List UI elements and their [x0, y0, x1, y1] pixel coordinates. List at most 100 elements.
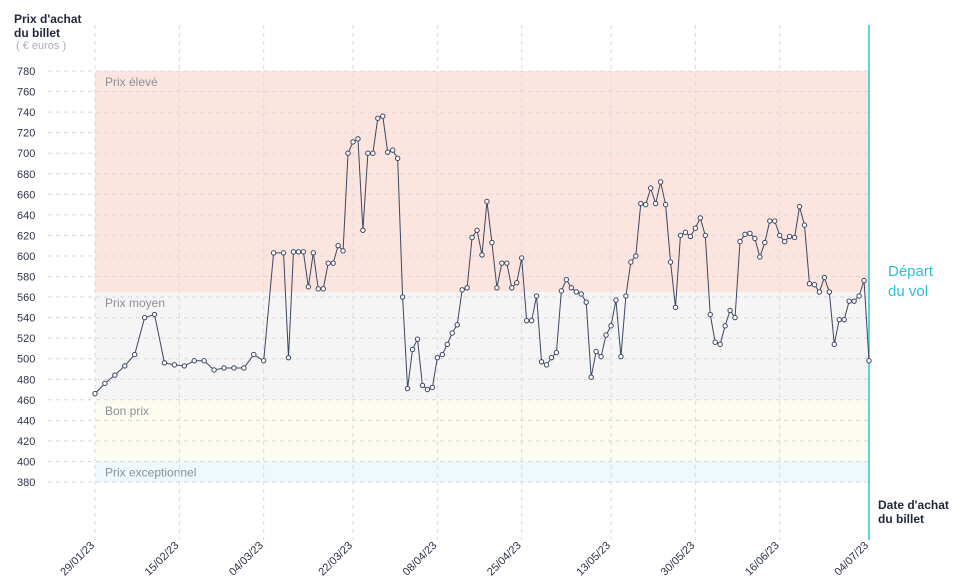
- y-tick-label: 520: [17, 333, 35, 345]
- y-tick-label: 760: [17, 87, 35, 99]
- price-point: [499, 260, 505, 266]
- price-point: [861, 277, 867, 284]
- price-point: [241, 365, 247, 371]
- price-point: [300, 249, 307, 255]
- price-point: [781, 238, 788, 245]
- y-tick-label: 460: [17, 395, 35, 407]
- price-point: [479, 252, 485, 258]
- price-point: [757, 254, 763, 260]
- price-point: [573, 289, 579, 295]
- y-tick-label: 720: [17, 128, 35, 140]
- price-point: [335, 242, 341, 249]
- price-point: [151, 311, 158, 318]
- price-point: [667, 259, 674, 265]
- price-zone: [95, 399, 869, 462]
- zone-label: Prix élevé: [105, 75, 158, 89]
- price-point: [762, 239, 768, 246]
- price-point: [826, 289, 833, 295]
- price-point: [419, 382, 426, 389]
- price-point: [647, 185, 654, 191]
- price-point: [389, 147, 396, 153]
- y-tick-label: 780: [17, 66, 35, 78]
- price-point: [340, 248, 346, 254]
- y-tick-label: 440: [17, 415, 35, 427]
- price-point: [211, 367, 217, 373]
- y-tick-label: 640: [17, 210, 35, 222]
- price-point: [414, 336, 421, 342]
- x-axis-title: Date d'achat du billet: [878, 498, 949, 526]
- price-point: [841, 316, 847, 323]
- price-point: [633, 253, 639, 259]
- price-point: [454, 322, 460, 328]
- y-axis-title: Prix d'achat du billet: [14, 12, 82, 40]
- price-point: [568, 285, 575, 291]
- price-point: [270, 250, 277, 256]
- price-point: [509, 285, 515, 291]
- y-tick-label: 600: [17, 251, 35, 263]
- price-point: [380, 113, 386, 119]
- price-point: [618, 353, 624, 360]
- y-axis-unit: ( € euros ): [16, 40, 67, 52]
- y-tick-label: 620: [17, 230, 35, 242]
- price-point: [449, 330, 455, 336]
- price-point: [251, 351, 257, 358]
- x-tick-label: 22/03/23: [316, 540, 355, 579]
- price-point: [687, 233, 694, 240]
- price-point: [707, 311, 713, 318]
- price-point: [613, 297, 619, 303]
- price-point: [677, 232, 684, 239]
- x-tick-label: 30/05/23: [659, 540, 698, 579]
- price-point: [295, 249, 302, 255]
- price-point: [350, 139, 356, 145]
- x-tick-label: 04/07/23: [832, 540, 871, 579]
- price-point: [489, 239, 495, 246]
- price-point: [112, 372, 118, 378]
- price-point: [429, 384, 436, 391]
- price-point: [816, 289, 823, 295]
- price-point: [469, 234, 475, 241]
- price-point: [672, 304, 679, 311]
- price-point: [732, 314, 738, 321]
- price-point: [776, 232, 783, 239]
- price-point: [191, 358, 197, 364]
- price-point: [598, 353, 604, 360]
- price-point: [409, 346, 416, 353]
- price-point: [514, 279, 520, 286]
- price-zone: [95, 291, 869, 400]
- price-point: [856, 293, 862, 299]
- price-point: [355, 136, 361, 142]
- price-point: [161, 360, 168, 366]
- price-point: [866, 358, 872, 364]
- price-point: [697, 215, 704, 221]
- x-tick-label: 16/06/23: [743, 540, 782, 579]
- price-point: [682, 229, 689, 236]
- price-point: [523, 317, 530, 324]
- price-point: [141, 314, 148, 321]
- price-point: [796, 203, 803, 210]
- price-point: [365, 150, 371, 156]
- price-zone: [95, 71, 869, 292]
- price-point: [593, 348, 599, 355]
- price-point: [543, 362, 550, 368]
- price-point: [320, 286, 326, 292]
- price-point: [399, 294, 406, 300]
- price-point: [538, 359, 545, 365]
- price-point: [181, 363, 188, 369]
- price-point: [394, 155, 401, 162]
- price-point: [786, 233, 793, 240]
- price-zone: [95, 461, 869, 482]
- price-point: [305, 284, 312, 290]
- price-point: [628, 259, 634, 265]
- zone-label: Prix moyen: [105, 296, 165, 310]
- price-point: [767, 218, 773, 224]
- price-point: [846, 298, 852, 304]
- price-point: [806, 280, 813, 287]
- price-point: [404, 385, 411, 392]
- price-point: [742, 231, 748, 238]
- y-tick-label: 500: [17, 354, 35, 366]
- price-point: [280, 250, 287, 256]
- price-point: [548, 354, 555, 361]
- departure-label: Départ du vol: [888, 263, 934, 300]
- x-tick-label: 13/05/23: [574, 540, 613, 579]
